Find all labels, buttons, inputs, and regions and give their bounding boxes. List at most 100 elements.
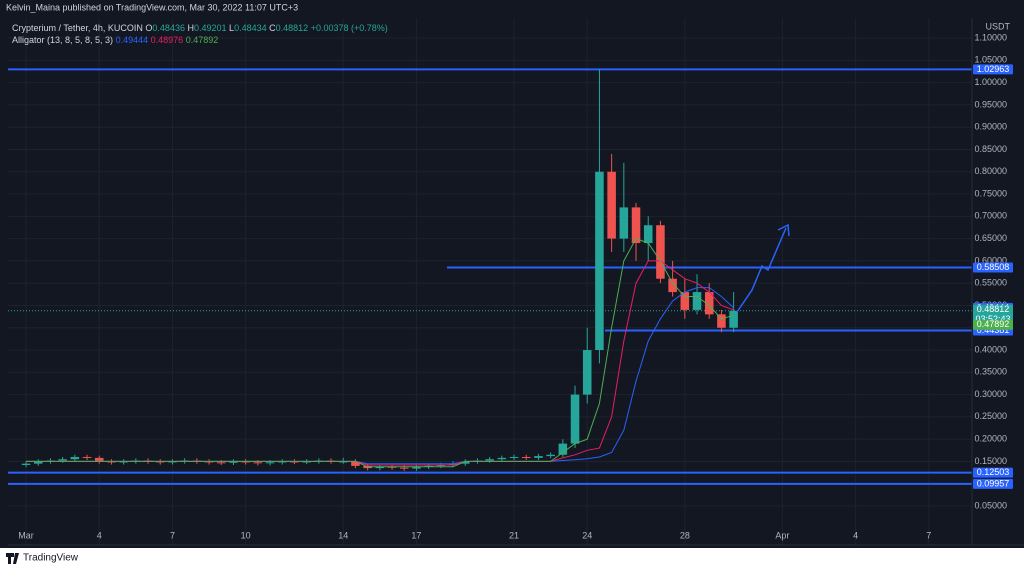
candle-body — [497, 457, 507, 460]
indicator-value: 0.49444 — [116, 35, 149, 45]
countdown: 03:52:43 — [975, 314, 1010, 324]
candle-body — [460, 461, 470, 464]
candle-body — [656, 225, 665, 279]
candle-body — [448, 463, 458, 466]
candle-body — [704, 292, 714, 315]
candle-body — [265, 462, 275, 464]
y-tick-label: 0.20000 — [974, 434, 1007, 444]
price-axis: 0.050000.100000.150000.200000.250000.300… — [18, 32, 1013, 540]
ohlc-value: 0.48436 — [152, 23, 185, 33]
arrow-path — [736, 227, 787, 313]
candle-body — [619, 207, 629, 239]
background — [0, 0, 1024, 548]
x-tick-label: 7 — [170, 530, 175, 540]
ohlc-value: 0.48434 — [234, 23, 267, 33]
ohlc-key: H — [187, 23, 194, 33]
plot — [8, 68, 972, 485]
candle-body — [668, 278, 677, 293]
candle-body — [399, 467, 409, 469]
footer-bar — [0, 548, 1024, 569]
candle-body — [82, 456, 92, 458]
level-tag-label: 0.58508 — [977, 262, 1010, 272]
level-tag-bg — [973, 478, 1013, 489]
ohlc-value: 0.49201 — [194, 23, 227, 33]
candle-body — [338, 461, 348, 463]
y-tick-label: 0.95000 — [974, 99, 1007, 109]
candle-body — [692, 292, 702, 310]
candle-body — [570, 394, 580, 444]
x-tick-label: 24 — [582, 530, 592, 540]
x-tick-label: 7 — [926, 530, 931, 540]
candle-body — [509, 456, 519, 458]
level-tag-label: 0.12503 — [977, 467, 1010, 477]
candle-body — [631, 207, 641, 244]
x-tick-label: 4 — [97, 530, 102, 540]
candle-body — [229, 461, 238, 463]
indicator-legend: Alligator (13, 8, 5, 8, 5, 3) 0.49444 0.… — [12, 35, 218, 45]
x-tick-label: 10 — [241, 530, 251, 540]
last-price-tag-label: 0.48812 — [977, 304, 1010, 314]
indicator: Alligator (13, 8, 5, 8, 5, 3) — [12, 35, 113, 45]
currency: USDT — [986, 21, 1011, 31]
candle-body — [302, 461, 311, 463]
candle-body — [375, 466, 385, 469]
x-tick-label: 17 — [411, 530, 421, 540]
candle-body — [546, 454, 555, 457]
candle-body — [717, 314, 726, 328]
last-price-tag-bg — [973, 304, 1013, 325]
indicator-value: 0.47892 — [186, 35, 219, 45]
candle-body — [253, 462, 263, 464]
x-tick-label: 4 — [853, 530, 858, 540]
candle-body — [521, 456, 531, 458]
y-tick-label: 0.35000 — [974, 367, 1007, 377]
change: +0.00378 (+0.78%) — [311, 23, 388, 33]
candle-body — [107, 461, 116, 463]
x-tick-label: 28 — [680, 530, 690, 540]
candle-body — [351, 461, 360, 466]
footer-brand: TradingView — [23, 553, 79, 564]
level-tag-label: 0.09957 — [977, 478, 1010, 488]
y-tick-label: 0.90000 — [974, 122, 1007, 132]
y-tick-label: 0.65000 — [974, 233, 1007, 243]
x-tick-label: Mar — [18, 530, 34, 540]
candle-body — [595, 171, 604, 351]
y-tick-label: 0.25000 — [974, 411, 1007, 421]
candle-body — [58, 459, 67, 461]
candle-body — [485, 459, 494, 461]
logo — [6, 553, 19, 564]
candle-body — [290, 461, 299, 463]
ohlc-key: L — [229, 23, 234, 33]
candle-body — [94, 457, 104, 462]
y-tick-label: 0.85000 — [974, 144, 1007, 154]
indicator-line — [26, 237, 734, 468]
candle-body — [216, 462, 226, 464]
y-tick-label: 0.70000 — [974, 211, 1007, 221]
level-tag-label: 0.44381 — [977, 325, 1010, 335]
candle-body — [21, 463, 31, 466]
x-tick-label: 21 — [509, 530, 519, 540]
ohlc-value: 0.48812 — [276, 23, 309, 33]
level-tag-label: 1.02963 — [977, 64, 1010, 74]
candle-body — [729, 310, 738, 328]
symbol-legend: Crypterium / Tether, 4h, KUCOIN O0.48436… — [12, 23, 388, 33]
candle-body — [155, 461, 165, 463]
y-tick-label: 1.00000 — [974, 77, 1007, 87]
y-tick-label: 0.40000 — [974, 344, 1007, 354]
y-tick-label: 0.55000 — [974, 278, 1007, 288]
candle-body — [607, 171, 616, 239]
y-tick-label: 0.05000 — [974, 500, 1007, 510]
candle-body — [119, 461, 128, 463]
level-tag-bg — [973, 64, 1013, 75]
candle-body — [436, 465, 446, 467]
y-tick-label: 1.05000 — [974, 55, 1007, 65]
level-tag-bg — [973, 262, 1013, 273]
y-tick-label: 0.30000 — [974, 389, 1007, 399]
candle-body — [582, 350, 592, 395]
ohlc-key: C — [269, 23, 276, 33]
forecast-arrow — [736, 223, 790, 313]
x-tick-label: 14 — [338, 530, 348, 540]
candle-body — [204, 461, 214, 463]
candle-body — [680, 292, 690, 310]
